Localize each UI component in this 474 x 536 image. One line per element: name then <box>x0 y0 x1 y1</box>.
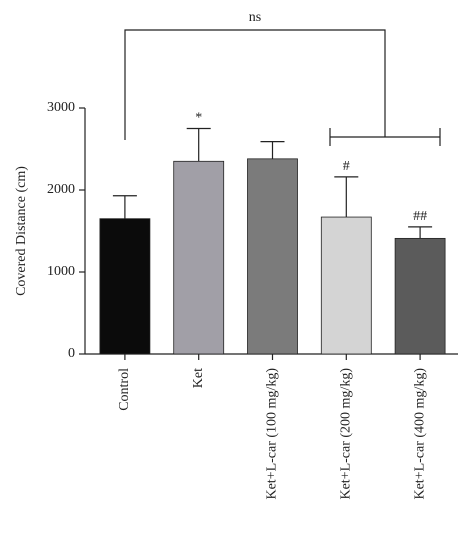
significance-label: ## <box>413 209 427 224</box>
bar <box>247 158 298 355</box>
x-tick-label: Ket <box>191 368 206 388</box>
x-tick-label: Ket+L-car (400 mg/kg) <box>412 368 427 500</box>
bar <box>173 160 225 355</box>
bar <box>99 218 151 355</box>
y-axis-label: Covered Distance (cm) <box>14 166 29 296</box>
bar <box>394 237 446 355</box>
y-tick-label: 2000 <box>47 182 75 197</box>
significance-label: * <box>195 111 202 126</box>
group-bracket <box>329 128 441 146</box>
y-tick-label: 1000 <box>47 264 75 279</box>
x-tick-label: Ket+L-car (100 mg/kg) <box>265 368 280 500</box>
significance-label: # <box>343 159 350 174</box>
y-tick-label: 3000 <box>47 100 75 115</box>
y-tick-label: 0 <box>68 346 75 361</box>
significance-bracket <box>124 29 386 140</box>
x-tick-label: Control <box>117 368 132 411</box>
bracket-label: ns <box>249 10 261 25</box>
x-tick-label: Ket+L-car (200 mg/kg) <box>339 368 354 500</box>
bar <box>320 216 372 355</box>
